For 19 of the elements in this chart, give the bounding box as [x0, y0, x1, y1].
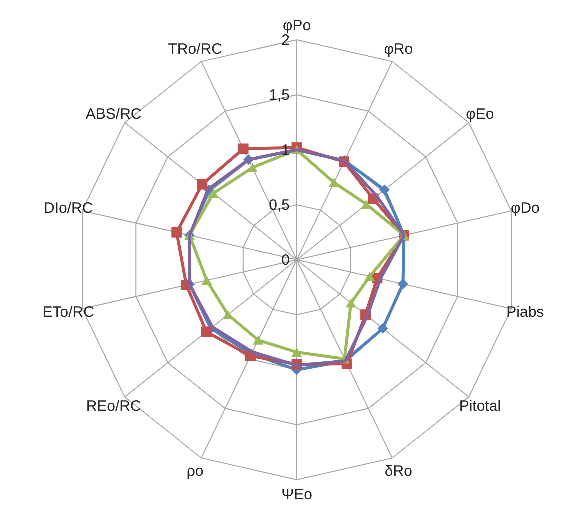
- spoke-label: φDo: [510, 200, 540, 217]
- spoke-label: Piabs: [506, 304, 544, 322]
- spoke-label: φPo: [282, 18, 312, 35]
- y-tick-label: 0,5: [269, 197, 290, 214]
- spoke-label: ρo: [186, 463, 204, 480]
- y-tick-label: 0: [282, 252, 290, 269]
- spoke-label: ABS/RC: [86, 106, 142, 123]
- spoke-label: TRo/RC: [168, 40, 223, 58]
- spoke-label: Pitotal: [459, 398, 502, 416]
- spoke-label: δRo: [384, 463, 412, 480]
- spoke-label: φEo: [466, 106, 494, 123]
- y-tick-label: 2: [282, 32, 290, 49]
- y-tick-label: 1,5: [269, 87, 290, 104]
- spoke-label: DIo/RC: [44, 200, 94, 217]
- spoke-label: REo/RC: [86, 398, 142, 416]
- spoke-label: ΨEo: [282, 486, 312, 504]
- spoke-label: φRo: [384, 40, 414, 58]
- spoke-label: ETo/RC: [42, 304, 95, 322]
- y-tick-label: 1: [282, 142, 290, 159]
